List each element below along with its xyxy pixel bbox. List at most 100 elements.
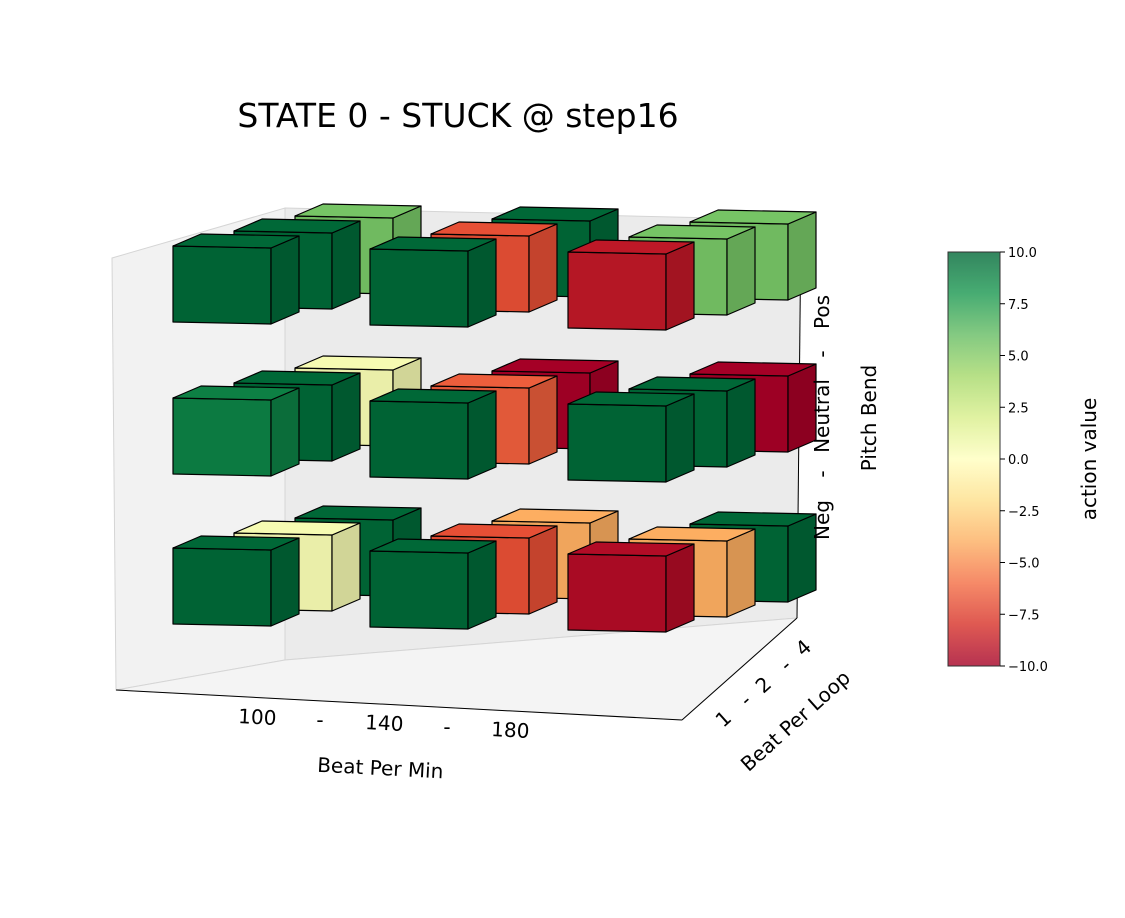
bar-top-face	[628, 224, 756, 240]
bar-front-face	[172, 397, 272, 477]
y-tick: -	[775, 653, 796, 676]
bar-side-face	[331, 220, 361, 310]
bar-top-face	[689, 209, 817, 225]
bar-side-face	[528, 375, 558, 465]
colorbar-tick-label: 2.5	[1008, 401, 1029, 416]
x-tick: -	[316, 708, 323, 732]
bar-side-face	[528, 525, 558, 615]
bar-side-face	[467, 540, 497, 630]
y-axis-line	[681, 617, 798, 721]
colorbar-ticks: 10.0 7.5 5.0 2.5 0.0 −2.5 −5.0 −7.5 −10.0	[1000, 246, 1048, 675]
x-tick: 140	[365, 710, 404, 736]
bar-top-face	[567, 541, 695, 557]
colorbar-label: action value	[1077, 398, 1101, 521]
bar-side-face	[665, 241, 695, 331]
bar-cube	[567, 541, 695, 633]
bar-top-face	[430, 373, 558, 389]
x-tick: 100	[238, 704, 277, 730]
bar-side-face	[270, 387, 300, 477]
bar-cube	[369, 236, 497, 328]
bar-top-face	[491, 508, 619, 524]
z-tick: Neg	[810, 500, 834, 540]
bar-side-face	[726, 226, 756, 316]
colorbar-tick-label: 7.5	[1008, 298, 1029, 313]
bar-top-face	[491, 206, 619, 222]
bar-side-face	[528, 223, 558, 313]
x-axis-line	[115, 689, 683, 721]
bar-side-face	[726, 378, 756, 468]
bar-cube	[172, 535, 300, 627]
bar-top-face	[689, 511, 817, 527]
bar-cube	[567, 391, 695, 483]
bar-top-face	[294, 203, 422, 219]
colorbar-tick-label: 5.0	[1008, 350, 1029, 365]
bar-front-face	[369, 248, 469, 328]
bar-top-face	[567, 391, 695, 407]
bar-top-face	[172, 385, 300, 401]
y-tick: -	[735, 688, 756, 711]
colorbar-tick-label: 0.0	[1008, 453, 1029, 468]
colorbar-tick-label: −5.0	[1008, 557, 1040, 572]
bar-top-face	[172, 233, 300, 249]
bar-side-face	[331, 522, 361, 612]
bar-top-face	[172, 535, 300, 551]
bar-side-face	[787, 211, 817, 301]
colorbar-gradient	[947, 251, 1001, 667]
y-tick: 2	[751, 672, 777, 698]
bar-top-face	[628, 526, 756, 542]
bar-side-face	[726, 528, 756, 618]
y-tick: 4	[791, 635, 817, 661]
bar-side-face	[467, 390, 497, 480]
colorbar-tick-label: −2.5	[1008, 505, 1040, 520]
z-tick: Pos	[810, 295, 834, 329]
bar-top-face	[369, 538, 497, 554]
bar-front-face	[369, 400, 469, 480]
bar-front-face	[567, 251, 667, 331]
z-axis-label: Pitch Bend	[857, 365, 881, 471]
bar-cube	[172, 385, 300, 477]
bar-cube	[172, 233, 300, 325]
bar-side-face	[331, 372, 361, 462]
z-ticks: Neg - Neutral - Pos	[810, 295, 834, 540]
bar-top-face	[294, 355, 422, 371]
bar-side-face	[270, 537, 300, 627]
bar-side-face	[467, 238, 497, 328]
bar-cube	[369, 388, 497, 480]
bar-top-face	[233, 218, 361, 234]
chart-title: STATE 0 - STUCK @ step16	[237, 96, 678, 135]
bar-side-face	[665, 393, 695, 483]
bar-front-face	[172, 547, 272, 627]
bar-front-face	[567, 553, 667, 633]
x-tick: -	[443, 715, 450, 739]
bar-top-face	[369, 236, 497, 252]
bar-cube	[567, 239, 695, 331]
bar-top-face	[430, 221, 558, 237]
bar-front-face	[369, 550, 469, 630]
bar-front-face	[172, 245, 272, 325]
colorbar-tick-label: −7.5	[1008, 608, 1040, 623]
z-tick: Neutral	[810, 379, 834, 453]
x-tick: 180	[491, 717, 530, 743]
colorbar-tick-label: 10.0	[1008, 246, 1037, 261]
bar-top-face	[294, 505, 422, 521]
bar-top-face	[430, 523, 558, 539]
bar-top-face	[233, 520, 361, 536]
bar-cube	[369, 538, 497, 630]
bar-side-face	[665, 543, 695, 633]
bars	[172, 203, 817, 633]
bar-top-face	[689, 361, 817, 377]
x-ticks: 100 - 140 - 180	[238, 704, 530, 743]
x-axis-label: Beat Per Min	[317, 753, 444, 784]
bar-top-face	[628, 376, 756, 392]
bar-top-face	[233, 370, 361, 386]
y-tick: 1	[711, 706, 737, 732]
z-tick: -	[810, 350, 834, 357]
bar-top-face	[491, 358, 619, 374]
colorbar: 10.0 7.5 5.0 2.5 0.0 −2.5 −5.0 −7.5 −10.0 action…	[947, 246, 1101, 675]
bar-top-face	[567, 239, 695, 255]
bar-front-face	[567, 403, 667, 483]
colorbar-tick-label: −10.0	[1008, 660, 1048, 675]
bar-top-face	[369, 388, 497, 404]
z-tick: -	[810, 470, 834, 477]
